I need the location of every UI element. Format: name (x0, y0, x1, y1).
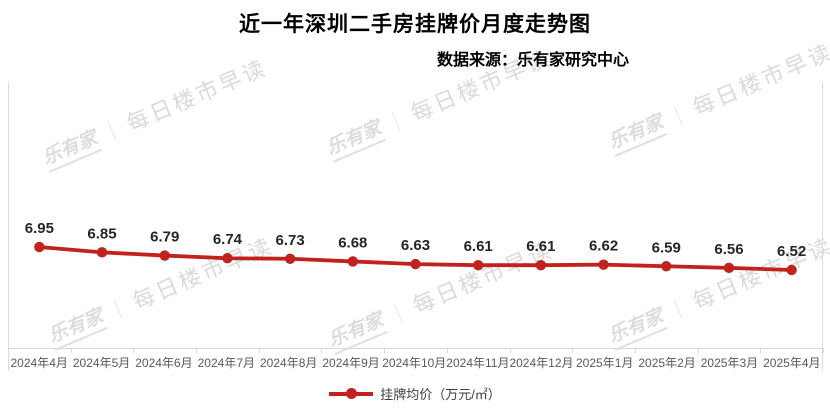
data-point-label: 6.73 (276, 232, 305, 249)
legend-dot-marker (345, 388, 357, 399)
data-point-marker (786, 264, 797, 276)
x-axis-label: 2025年2月 (638, 356, 696, 370)
watermark: 乐有家 ｜ 每日楼市早读 (37, 50, 271, 174)
data-point-label: 6.56 (714, 241, 743, 258)
x-axis-line (8, 348, 823, 349)
x-axis-tick (634, 348, 636, 353)
data-point-label: 6.63 (401, 237, 430, 254)
data-point-marker (284, 253, 296, 264)
chart-title: 近一年深圳二手房挂牌价月度走势图 (239, 13, 591, 36)
x-axis-tick (384, 348, 386, 353)
watermark-separator: ｜ (99, 118, 127, 147)
x-axis-tick (70, 348, 72, 353)
x-axis-label: 2024年10月 (382, 356, 447, 370)
data-point-label: 6.59 (652, 239, 681, 256)
leyoujia-logo: 乐有家 (321, 113, 386, 163)
watermark: 乐有家 ｜ 每日楼市早读 (603, 228, 830, 352)
x-axis-tick (321, 348, 323, 353)
watermark-separator: ｜ (383, 108, 411, 137)
x-axis-label: 2024年11月 (446, 356, 510, 370)
data-point-marker (723, 262, 735, 274)
x-axis-label: 2025年1月 (576, 356, 634, 370)
x-axis-label: 2024年8月 (260, 356, 318, 370)
leyoujia-logo: 乐有家 (603, 301, 668, 351)
x-axis-label: 2025年3月 (700, 356, 759, 370)
x-axis-label: 2024年5月 (72, 356, 131, 370)
data-point-label: 6.62 (589, 238, 618, 255)
data-point-label: 6.61 (464, 238, 493, 255)
x-axis-tick (509, 348, 511, 353)
data-point-label: 6.74 (213, 231, 243, 248)
watermark-text: 每日楼市早读 (123, 54, 271, 137)
watermark-separator: ｜ (665, 102, 693, 131)
data-point-label: 6.68 (338, 234, 367, 251)
watermark-separator: ｜ (385, 300, 413, 329)
plot-border-left (8, 82, 9, 371)
data-point-label: 6.85 (87, 225, 116, 242)
x-axis-tick (8, 348, 9, 353)
leyoujia-logo: 乐有家 (43, 301, 108, 351)
x-axis-label: 2024年4月 (10, 356, 68, 370)
plot-border-right (822, 82, 823, 371)
watermark-text: 每日楼市早读 (689, 232, 830, 315)
watermark-text: 每日楼市早读 (129, 232, 277, 315)
legend-line-marker (329, 388, 374, 399)
watermark-text: 每日楼市早读 (409, 236, 557, 319)
watermark: 乐有家 ｜ 每日楼市早读 (43, 228, 277, 352)
x-axis-tick (258, 348, 260, 353)
watermark: 乐有家 ｜ 每日楼市早读 (323, 232, 557, 356)
data-point-marker (472, 259, 484, 271)
x-axis-label: 2024年6月 (135, 356, 193, 370)
data-point-marker (159, 250, 170, 261)
data-point-marker (96, 247, 108, 258)
data-point-label: 6.95 (25, 220, 54, 237)
data-point-marker (34, 241, 45, 253)
watermark-separator: ｜ (105, 296, 133, 325)
x-axis-label: 2024年9月 (322, 356, 380, 370)
x-axis-tick (823, 348, 824, 353)
data-point-marker (347, 256, 359, 267)
data-point-marker (410, 258, 421, 270)
data-point-marker (598, 259, 609, 270)
legend: 挂牌均价（万元/㎡） (0, 384, 830, 403)
x-axis-label: 2024年7月 (197, 356, 255, 370)
watermark-text: 每日楼市早读 (689, 38, 830, 121)
data-point-label: 6.79 (150, 229, 179, 246)
data-point-label: 6.61 (526, 238, 555, 255)
x-axis-tick (760, 348, 762, 353)
x-axis-tick (446, 348, 448, 353)
x-axis-tick (697, 348, 699, 353)
price-line (39, 245, 792, 272)
x-axis-label: 2025年4月 (763, 356, 821, 370)
x-axis-label: 2024年12月 (509, 356, 574, 370)
x-axis-labels: 2024年4月 2024年5月 2024年6月 2024年7月 2024年8月 2024年… (8, 354, 823, 370)
data-point-marker (535, 259, 547, 271)
watermark-separator: ｜ (665, 296, 693, 325)
leyoujia-logo: 乐有家 (603, 107, 668, 157)
data-point-marker (661, 261, 672, 272)
data-point-label: 6.52 (777, 243, 806, 260)
x-axis-tick (196, 348, 198, 353)
data-point-marker (222, 253, 233, 264)
x-axis-tick (572, 348, 574, 353)
legend-label: 挂牌均价（万元/㎡） (380, 387, 501, 402)
leyoujia-logo: 乐有家 (37, 123, 102, 173)
data-source-subtitle: 数据来源：乐有家研究中心 (436, 52, 629, 69)
x-axis-tick (133, 348, 135, 353)
